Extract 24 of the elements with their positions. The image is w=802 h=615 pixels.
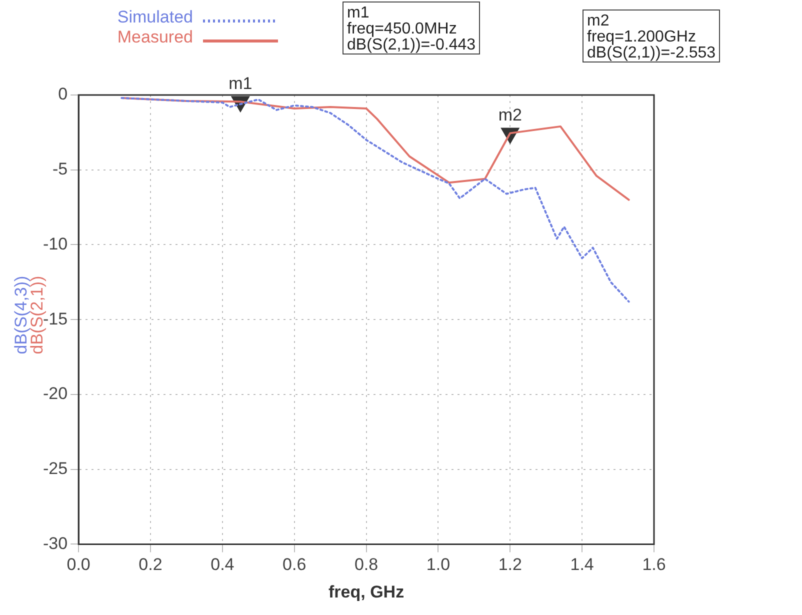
annotation: m1: [228, 74, 252, 93]
y-tick-label: -30: [42, 534, 68, 553]
x-tick-label: 0.2: [138, 555, 162, 574]
y-tick-label: -25: [42, 459, 68, 478]
x-tick-label: 0.4: [210, 555, 234, 574]
annotation: m2: [498, 105, 522, 124]
x-tick-label: 1.6: [642, 555, 666, 574]
x-axis-title: freq, GHz: [328, 582, 404, 602]
x-tick-label: 0.8: [354, 555, 378, 574]
y-tick-label: -20: [42, 384, 68, 404]
y-axis-title: dB(S(4,3)) dB(S(2,1)): [12, 276, 47, 354]
legend-label: Measured: [117, 28, 193, 47]
x-tick-label: 1.4: [570, 555, 594, 574]
text: m1 freq=450.0MHz dB(S(2,1))=-0.443: [347, 4, 476, 54]
x-tick-label: 1.2: [498, 555, 522, 574]
x-tick-label: 0.0: [66, 555, 90, 574]
x-tick-label: 1.0: [426, 555, 450, 574]
y-tick-label: -5: [52, 160, 68, 179]
legend-label: Simulated: [117, 8, 193, 27]
x-tick-label: 0.6: [282, 555, 306, 574]
y-tick-label: -10: [42, 234, 68, 254]
line-series: [120, 96, 630, 303]
text: m2 freq=1.200GHz dB(S(2,1))=-2.553: [587, 12, 716, 62]
y-tick-label: 0: [58, 84, 68, 104]
